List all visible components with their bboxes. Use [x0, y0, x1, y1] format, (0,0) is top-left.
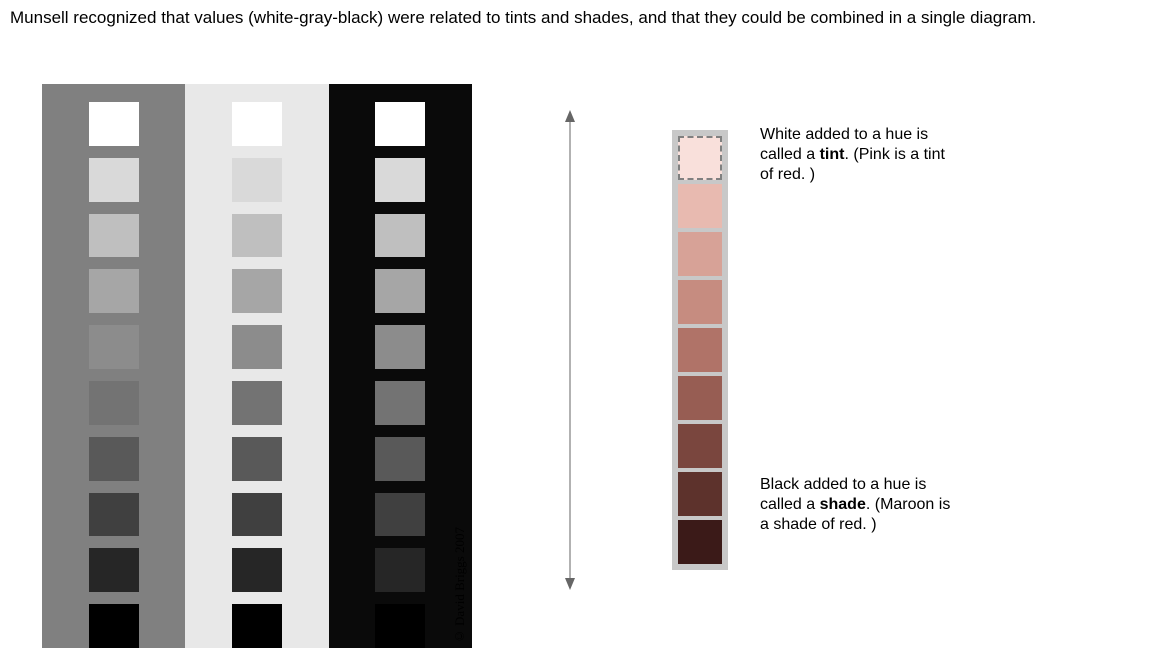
credit-text: © David Briggs 2007	[452, 527, 468, 644]
shade-bold: shade	[820, 496, 866, 513]
value-swatch	[89, 437, 139, 481]
value-swatch	[232, 381, 282, 425]
value-swatch	[375, 604, 425, 648]
tint-swatch	[678, 280, 722, 324]
tint-swatch	[678, 184, 722, 228]
value-swatch	[375, 102, 425, 146]
page-title: Munsell recognized that values (white-gr…	[10, 8, 1036, 28]
value-swatch	[375, 325, 425, 369]
value-swatch	[89, 381, 139, 425]
tint-swatch	[678, 328, 722, 372]
tint-swatch	[678, 232, 722, 276]
value-swatch	[232, 102, 282, 146]
value-column-gray	[42, 84, 185, 648]
value-swatch	[232, 214, 282, 258]
value-swatch	[375, 437, 425, 481]
value-column-black	[329, 84, 472, 648]
tint-swatch	[678, 520, 722, 564]
value-swatch	[375, 381, 425, 425]
value-swatch	[89, 214, 139, 258]
value-swatch	[232, 158, 282, 202]
value-swatch	[375, 493, 425, 537]
value-swatch	[89, 325, 139, 369]
tint-shade-column	[672, 130, 728, 570]
value-swatch	[232, 269, 282, 313]
value-swatch	[89, 158, 139, 202]
vertical-arrow	[560, 110, 580, 590]
value-column-light	[185, 84, 328, 648]
tint-swatch	[678, 472, 722, 516]
value-swatch	[89, 493, 139, 537]
value-swatch	[375, 548, 425, 592]
tint-bold: tint	[820, 146, 845, 163]
value-swatch	[232, 325, 282, 369]
value-swatch	[89, 102, 139, 146]
tint-swatch	[678, 424, 722, 468]
value-swatch	[232, 548, 282, 592]
value-diagram: © David Briggs 2007	[42, 84, 472, 648]
value-swatch	[375, 269, 425, 313]
tint-label: White added to a hue is called a tint. (…	[760, 125, 960, 185]
value-swatch	[232, 604, 282, 648]
value-swatch	[232, 437, 282, 481]
value-swatch	[89, 269, 139, 313]
value-swatch	[375, 158, 425, 202]
tint-swatch	[678, 376, 722, 420]
tint-swatch	[678, 136, 722, 180]
value-swatch	[232, 493, 282, 537]
value-swatch	[89, 604, 139, 648]
value-swatch	[375, 214, 425, 258]
shade-label: Black added to a hue is called a shade. …	[760, 475, 960, 535]
value-swatch	[89, 548, 139, 592]
